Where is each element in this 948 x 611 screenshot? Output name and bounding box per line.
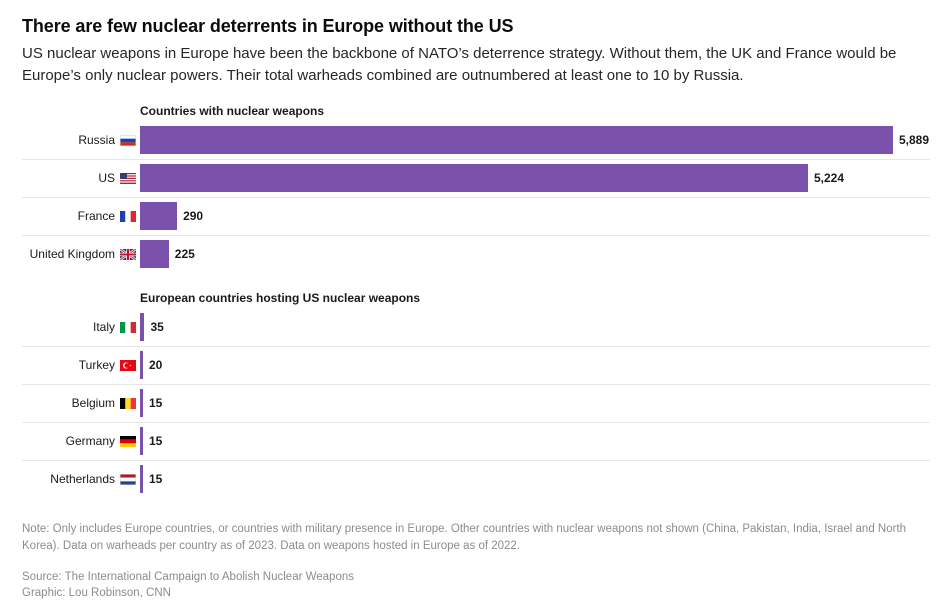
chart-subtitle: US nuclear weapons in Europe have been t… (22, 45, 897, 84)
category-label: Germany (65, 434, 115, 448)
bar-france (140, 202, 178, 230)
bar-row-belgium: Belgium 15 (22, 384, 930, 423)
russia-flag-icon (120, 134, 136, 146)
category-label: United Kingdom (29, 247, 115, 261)
value-label-united-kingdom: 225 (174, 247, 195, 261)
bar-row-turkey: Turkey 20 (22, 346, 930, 385)
bar-label-belgium: Belgium (72, 384, 136, 422)
value-label-russia: 5,889 (899, 133, 930, 147)
bar-germany (140, 427, 143, 455)
value-label-germany: 15 (149, 434, 163, 448)
section-title: European countries hosting US nuclear we… (140, 291, 421, 305)
bar-us (140, 164, 808, 192)
germany-flag-icon (120, 435, 136, 447)
chart-title: There are few nuclear deterrents in Euro… (22, 16, 514, 36)
category-label: Italy (92, 320, 115, 334)
category-label: Turkey (78, 358, 115, 372)
netherlands-flag-icon (120, 473, 136, 485)
bar-row-france: France 290 (22, 197, 930, 236)
bar-belgium (140, 389, 143, 417)
bar-label-us: US (98, 159, 136, 197)
belgium-flag-icon (120, 397, 136, 409)
bar-label-united-kingdom: United Kingdom (29, 235, 137, 273)
category-label: US (98, 171, 115, 185)
value-label-france: 290 (183, 209, 204, 223)
bar-row-united-kingdom: United Kingdom 225 (22, 235, 930, 273)
category-label: Netherlands (50, 472, 115, 486)
bar-row-us: US 5,224 (22, 159, 930, 198)
graphic-credit: Graphic: Lou Robinson, CNN (22, 587, 171, 599)
value-label-belgium: 15 (149, 396, 163, 410)
bar-row-italy: Italy 35 (22, 308, 930, 347)
bar-label-italy: Italy (93, 308, 136, 346)
value-label-turkey: 20 (149, 358, 163, 372)
bar-row-germany: Germany 15 (22, 422, 930, 461)
bar-label-turkey: Turkey (79, 346, 136, 384)
bar-netherlands (140, 465, 143, 493)
section-title: Countries with nuclear weapons (140, 104, 325, 118)
bar-united-kingdom (140, 240, 169, 268)
italy-flag-icon (120, 321, 136, 333)
bar-row-netherlands: Netherlands 15 (22, 460, 930, 498)
bar-turkey (140, 351, 143, 379)
source-line: Source: The International Campaign to Ab… (22, 571, 354, 583)
bar-label-germany: Germany (66, 422, 136, 460)
bar-italy (140, 313, 145, 341)
france-flag-icon (120, 210, 136, 222)
bar-label-netherlands: Netherlands (50, 460, 136, 498)
category-label: France (77, 209, 115, 223)
value-label-us: 5,224 (813, 171, 844, 185)
footnote: Note: Only includes Europe countries, or… (22, 523, 907, 552)
us-flag-icon (120, 172, 136, 184)
category-label: Belgium (71, 396, 115, 410)
bar-russia (140, 126, 893, 154)
uk-flag-icon (119, 247, 137, 261)
value-label-italy: 35 (150, 320, 164, 334)
bar-label-russia: Russia (78, 121, 136, 159)
category-label: Russia (78, 133, 115, 147)
bar-label-france: France (78, 197, 136, 235)
turkey-flag-icon (120, 359, 136, 371)
bar-row-russia: Russia 5,889 (22, 121, 930, 160)
value-label-netherlands: 15 (149, 472, 163, 486)
